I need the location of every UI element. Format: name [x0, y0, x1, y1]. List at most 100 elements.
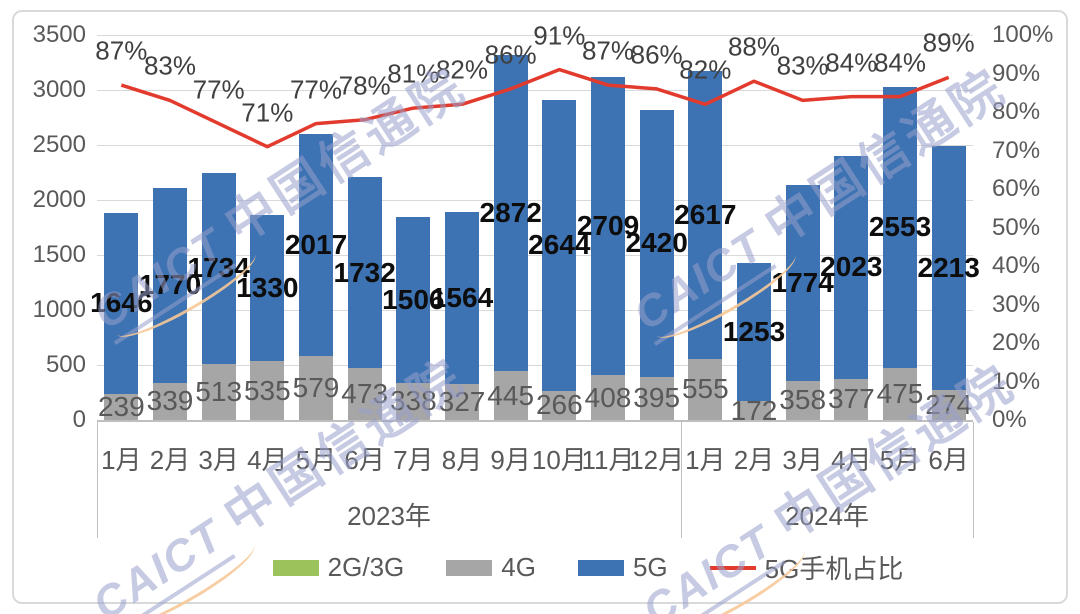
bar-5g-segment [785, 185, 820, 381]
bar-label-4g: 555 [681, 373, 729, 405]
gridline [97, 144, 973, 146]
y2-axis-tick-label: 30% [992, 290, 1041, 318]
bar-label-5g: 2553 [868, 211, 932, 243]
legend-swatch-2g3g-icon [272, 559, 319, 576]
bar-label-4g: 266 [535, 389, 583, 421]
bar-5g-segment [104, 212, 139, 394]
x-axis-month-label: 11月 [581, 445, 635, 475]
legend-label-5g-share: 5G手机占比 [764, 554, 904, 584]
bar-4g-segment [639, 376, 674, 420]
y-axis-tick-label: 1500 [32, 241, 86, 268]
y2-axis-tick-label: 70% [992, 136, 1041, 164]
bar-5g-segment [299, 134, 333, 357]
bar-4g-segment [542, 390, 577, 420]
x-axis-month-label: 1月 [101, 445, 142, 475]
bar-4g-segment [785, 380, 820, 420]
line-percent-label: 77% [192, 73, 245, 104]
y2-axis-tick-label: 60% [992, 175, 1041, 202]
bar-4g-segment [201, 363, 236, 420]
line-percent-label: 84% [873, 47, 927, 77]
bar-4g-segment [153, 382, 187, 420]
gridline [97, 254, 973, 256]
y2-axis-tick-label: 50% [992, 213, 1041, 241]
bar-label-5g: 1646 [90, 287, 153, 319]
x-axis-year-label: 2023年 [347, 501, 431, 531]
y2-axis-tick-label: 0% [992, 406, 1027, 433]
bar-4g-segment [104, 393, 139, 420]
bar-5g-segment [639, 110, 674, 377]
line-percent-label: 82% [435, 54, 489, 85]
line-percent-label: 81% [387, 58, 440, 89]
bar-5g-segment [201, 172, 236, 364]
gridline [97, 419, 973, 422]
bar-label-5g: 2017 [284, 229, 348, 261]
bar-label-4g: 239 [97, 390, 145, 422]
bar-5g-segment [737, 263, 771, 402]
x-axis-month-label: 3月 [198, 445, 239, 475]
y2-axis-tick-label: 80% [992, 98, 1041, 125]
line-percent-label: 86% [630, 39, 683, 70]
y-axis-tick-label: 1000 [32, 296, 86, 323]
bar-5g-segment [931, 146, 966, 390]
x-axis-month-label: 6月 [928, 445, 969, 475]
bar-label-5g: 2023 [820, 251, 883, 283]
bar-4g-segment [591, 375, 625, 420]
line-percent-label: 83% [143, 50, 197, 81]
chart-legend: 2G/3G 4G 5G 5G手机占比 [48, 549, 1080, 586]
bar-label-4g: 377 [827, 383, 875, 415]
category-axis-separator [972, 422, 974, 538]
legend-label-2g3g: 2G/3G [327, 552, 405, 582]
line-percent-label: 88% [727, 31, 781, 62]
y2-axis-tick-label: 10% [992, 367, 1041, 395]
bar-label-5g: 1770 [138, 269, 202, 301]
line-percent-label: 78% [338, 70, 391, 101]
bar-label-5g: 2213 [917, 252, 980, 284]
bar-label-5g: 1253 [722, 316, 786, 348]
legend-item-5g: 5G [577, 552, 668, 583]
bar-4g-segment [931, 389, 966, 420]
bar-4g-segment [493, 371, 528, 420]
y-axis-tick-label: 0 [72, 406, 86, 433]
chart-border [12, 10, 1068, 604]
bar-label-4g: 445 [487, 379, 535, 411]
y-axis-tick-label: 2500 [32, 131, 86, 158]
line-percent-label: 83% [776, 50, 829, 81]
bar-label-5g: 2617 [674, 199, 737, 230]
line-percent-label: 89% [922, 27, 975, 58]
x-axis-month-label: 9月 [490, 445, 531, 475]
x-axis-year-label: 2024年 [785, 501, 869, 531]
bar-5g-segment [153, 188, 187, 383]
y2-axis-tick-label: 100% [992, 21, 1054, 48]
bar-label-5g: 2709 [576, 210, 640, 242]
y-axis-tick-label: 3000 [32, 76, 86, 103]
bar-5g-segment [250, 214, 285, 362]
bar-label-4g: 358 [779, 384, 827, 416]
bar-label-5g: 2872 [479, 197, 542, 229]
x-axis-month-label: 3月 [782, 445, 823, 475]
category-axis-separator [680, 422, 682, 538]
y-axis-tick-label: 3500 [32, 21, 86, 48]
bar-label-5g: 2420 [625, 227, 688, 259]
legend-item-5g-share: 5G手机占比 [709, 549, 904, 586]
bar-4g-segment [250, 361, 285, 420]
bar-label-4g: 408 [584, 381, 632, 413]
y-axis-tick-label: 500 [45, 351, 86, 378]
bar-5g-segment [396, 217, 431, 383]
bar-label-4g: 339 [146, 385, 194, 417]
y2-axis-tick-label: 90% [992, 59, 1041, 87]
x-axis-month-label: 8月 [441, 445, 483, 475]
y2-axis-tick-label: 40% [992, 252, 1041, 279]
bar-label-5g: 1330 [236, 272, 299, 303]
x-axis-month-label: 1月 [685, 445, 726, 475]
bar-label-5g: 1774 [771, 267, 834, 299]
x-axis-month-label: 5月 [295, 445, 337, 475]
bar-4g-segment [299, 356, 333, 420]
legend-item-2g3g: 2G/3G [272, 552, 405, 583]
x-axis-month-label: 6月 [344, 445, 385, 475]
bar-label-4g: 579 [292, 372, 340, 404]
line-percent-label: 71% [241, 97, 294, 128]
legend-item-4g: 4G [446, 552, 536, 583]
bar-5g-segment [834, 156, 869, 379]
bar-4g-segment [834, 378, 869, 420]
